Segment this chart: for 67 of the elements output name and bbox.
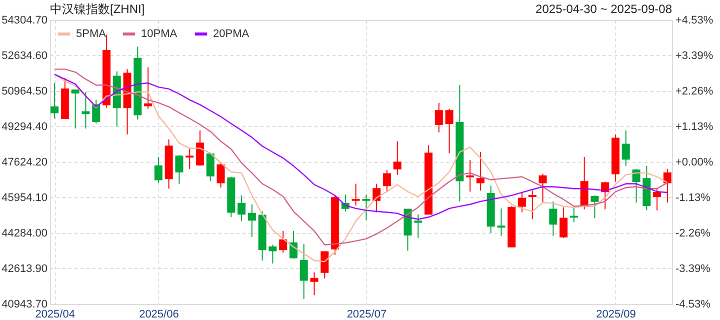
x-tick-label: 2025/09: [596, 308, 636, 320]
y2-tick-label: -2.26%: [676, 227, 711, 240]
candlestick: [186, 148, 194, 170]
y2-tick-label: -1.13%: [676, 192, 711, 204]
candlestick: [476, 152, 484, 192]
line-series: [54, 74, 668, 220]
candlestick: [372, 183, 381, 213]
candlestick: [144, 66, 152, 110]
y-tick-label: 50964.50: [2, 86, 48, 98]
y-tick-label: 40943.70: [2, 298, 48, 310]
candlestick: [154, 156, 162, 184]
candlestick: [497, 208, 506, 236]
candlestick: [445, 108, 454, 154]
candlestick: [320, 251, 329, 279]
y-tick-label: 42613.90: [2, 263, 48, 275]
candlestick: [279, 230, 288, 254]
candlestick: [549, 200, 558, 236]
candlestick: [560, 206, 568, 238]
candlestick: [528, 190, 536, 220]
candlestick: [352, 183, 360, 206]
candlestick: [362, 194, 370, 221]
candlestick: [92, 99, 100, 124]
candlestick: [622, 130, 630, 166]
candlestick: [382, 169, 391, 192]
legend-label: 20PMA: [213, 28, 250, 40]
y-tick-label: 49294.40: [2, 121, 48, 133]
chart-subtitle: 2025-04-30 ~ 2025-09-08: [536, 2, 672, 16]
candlestick: [50, 82, 59, 120]
candlestick: [466, 159, 474, 192]
candlestick: [518, 192, 526, 213]
y-tick-label: 47624.20: [2, 156, 48, 168]
candlestick: [538, 173, 547, 203]
y-tick-label: 44284.00: [2, 228, 48, 240]
y-tick-label: 54304.70: [2, 14, 48, 26]
candlestick: [653, 188, 662, 211]
y2-tick-label: +3.39%: [676, 50, 714, 62]
candlestick: [663, 168, 672, 203]
candlestick: [216, 162, 225, 188]
x-tick-label: 2025/06: [139, 308, 179, 320]
x-tick-label: 2025/04: [35, 308, 75, 320]
candlestick: [590, 194, 599, 219]
candlestick: [434, 102, 443, 133]
candlestick: [71, 90, 80, 130]
y2-tick-label: +2.26%: [676, 86, 714, 98]
candlestick: [268, 244, 277, 264]
candlestick: [300, 243, 308, 300]
candlestick: [310, 272, 318, 296]
x-tick-label: 2025/07: [346, 308, 387, 320]
candlestick: [175, 154, 184, 184]
chart-title: 中汉镍指数[ZHNI]: [50, 2, 145, 16]
candlestick: [393, 140, 402, 176]
legend-label: 5PMA: [76, 28, 107, 40]
candlestick: [238, 194, 246, 222]
y-tick-label: 45954.10: [2, 192, 48, 204]
candlestick: [248, 204, 256, 238]
candlestick: [206, 152, 214, 182]
candlestick: [82, 91, 90, 130]
y2-tick-label: -3.39%: [676, 262, 711, 275]
candlestick: [632, 168, 640, 203]
y2-tick-label: +0.00%: [676, 156, 714, 168]
y2-tick-label: +1.13%: [676, 121, 714, 134]
y-tick-label: 52634.60: [2, 50, 48, 62]
y2-tick-label: -4.53%: [676, 298, 711, 310]
candlestick: [414, 214, 422, 238]
y2-tick-label: +4.53%: [676, 14, 714, 26]
legend-label: 10PMA: [141, 28, 178, 40]
candlestick: [196, 130, 204, 166]
